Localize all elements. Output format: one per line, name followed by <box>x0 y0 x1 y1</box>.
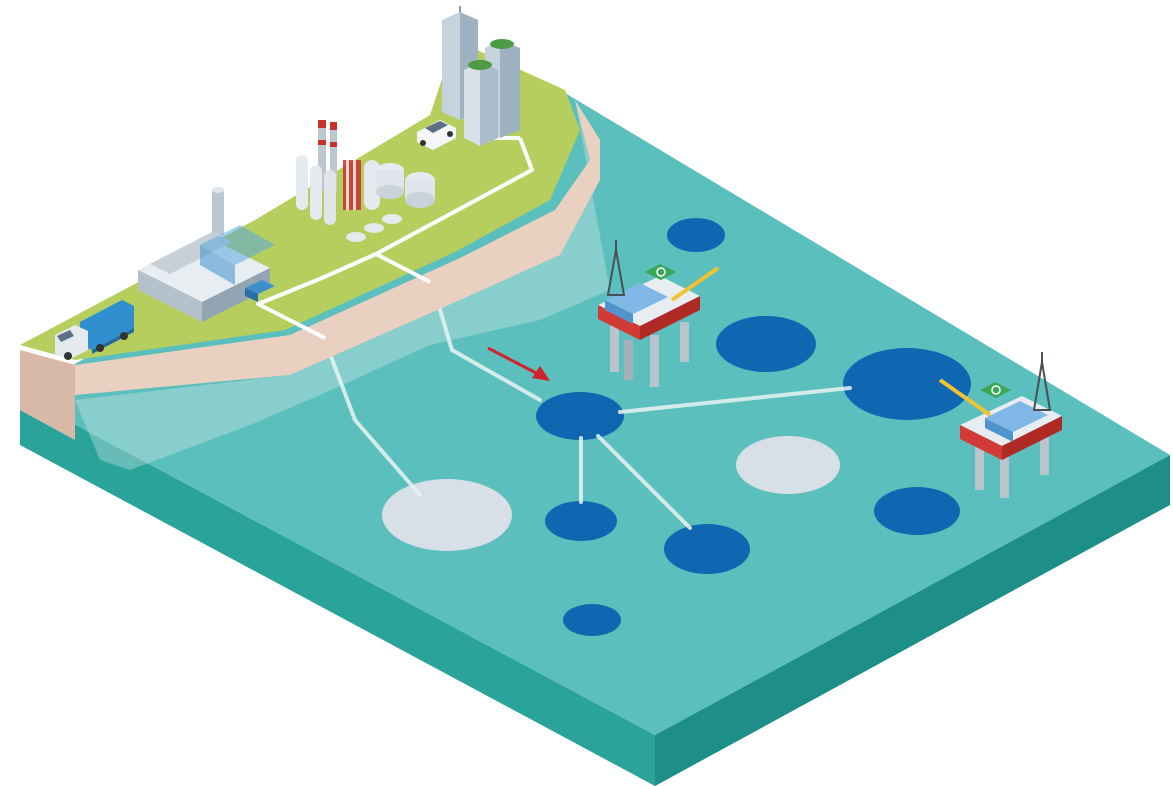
pipeline <box>322 336 422 497</box>
land-cliff-shade <box>20 350 75 440</box>
offshore-platform-icon <box>598 240 720 387</box>
underwater-cliff <box>75 100 610 470</box>
reservoir-active <box>563 604 621 636</box>
pipeline <box>596 434 692 530</box>
truck-icon <box>55 300 134 360</box>
flow-arrow-icon <box>487 346 550 381</box>
car-icon <box>417 120 456 150</box>
sea-side-right <box>655 455 1170 786</box>
reservoirs <box>382 218 971 636</box>
factory-icon <box>138 187 275 322</box>
reservoir-active <box>874 487 960 535</box>
reservoir-active <box>664 524 750 574</box>
reservoir-active <box>536 392 624 440</box>
reservoir-active <box>843 348 971 420</box>
refinery-icon <box>296 120 435 242</box>
pipeline <box>618 386 852 414</box>
offshore-platform-icon <box>938 352 1062 498</box>
reservoir-active <box>716 316 816 372</box>
reservoir-active <box>545 501 617 541</box>
road <box>256 252 377 340</box>
reservoir-inactive <box>736 436 840 494</box>
road <box>374 137 534 284</box>
sea-side-front <box>20 395 655 786</box>
land-cliff <box>20 100 600 440</box>
reservoir-active <box>667 218 725 252</box>
reservoir-inactive <box>382 479 512 551</box>
skyscraper-icon <box>442 6 520 146</box>
